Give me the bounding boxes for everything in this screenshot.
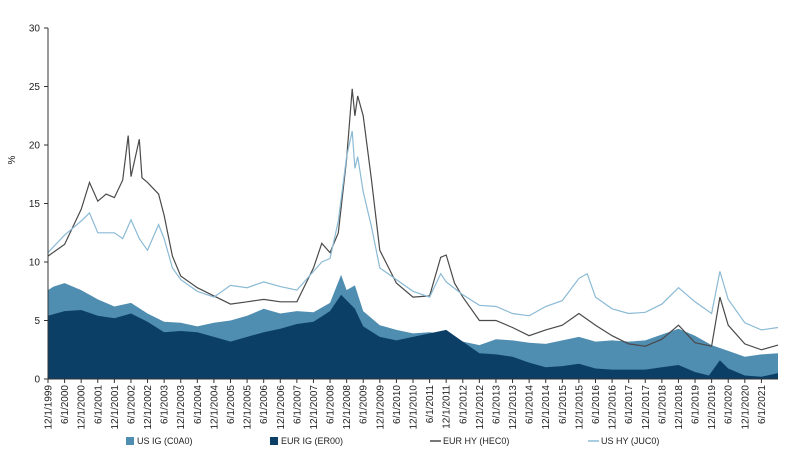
x-tick-label: 12/1/2002 (143, 385, 154, 430)
axes: 0 5 10 15 20 25 30 12/1/1999 6/1/2000 12/1/2000 6/… (29, 24, 778, 430)
legend-swatch (270, 437, 278, 445)
x-tick-label: 12/1/2003 (176, 385, 187, 430)
x-tick-label: 6/1/2016 (591, 385, 602, 424)
x-tick-label: 12/1/2013 (508, 385, 519, 430)
x-tick-label: 12/1/2014 (541, 385, 552, 430)
x-tick-label: 6/1/2002 (127, 385, 138, 424)
y-tick-label: 0 (34, 375, 40, 386)
series-area-eur-ig-er00 (48, 294, 778, 379)
x-tick-label: 6/1/2005 (226, 385, 237, 424)
y-tick-label: 25 (29, 82, 41, 93)
y-tick-label: 10 (29, 258, 41, 269)
x-tick-label: 6/1/2001 (93, 385, 104, 424)
y-tick-label: 15 (29, 199, 41, 210)
x-tick-label: 6/1/2012 (458, 385, 469, 424)
y-tick-label: 20 (29, 141, 41, 152)
x-tick-label: 12/1/2010 (409, 385, 420, 430)
x-tick-label: 6/1/2018 (657, 385, 668, 424)
x-tick-label: 6/1/2004 (193, 385, 204, 424)
x-tick-label: 12/1/2012 (475, 385, 486, 430)
legend-label: EUR IG (ER00) (281, 436, 343, 446)
x-tick-label: 6/1/2008 (326, 385, 337, 424)
x-tick-label: 6/1/2006 (259, 385, 270, 424)
x-tick-label: 12/1/2020 (740, 385, 751, 430)
x-tick-label: 12/1/2004 (209, 385, 220, 430)
x-tick-label: 6/1/2020 (724, 385, 735, 424)
plot-areas (48, 274, 778, 379)
x-tick-label: 6/1/2019 (691, 385, 702, 424)
x-tick-label: 6/1/2015 (558, 385, 569, 424)
y-tick-label: 30 (29, 24, 41, 35)
x-tick-label: 12/1/2000 (77, 385, 88, 430)
x-tick-label: 6/1/2014 (525, 385, 536, 424)
x-tick-label: 6/1/2009 (359, 385, 370, 424)
x-tick-label: 12/1/2001 (110, 385, 121, 430)
plot-lines (47, 88, 779, 351)
legend-label: EUR HY (HEC0) (443, 436, 509, 446)
series-line-us-hy-juc0 (47, 130, 779, 331)
x-tick-label: 12/1/2019 (707, 385, 718, 430)
x-tick-label: 12/1/2006 (276, 385, 287, 430)
y-axis-label: % (7, 155, 18, 164)
legend-label: US IG (C0A0) (137, 436, 193, 446)
legend-swatch (126, 437, 134, 445)
x-tick-label: 12/1/2005 (243, 385, 254, 430)
series-line-eur-hy-hec0 (47, 88, 779, 351)
x-tick-label: 12/1/2009 (375, 385, 386, 430)
x-tick-label: 6/1/2000 (60, 385, 71, 424)
y-tick-label: 5 (34, 316, 40, 327)
x-tick-label: 12/1/1999 (44, 385, 55, 430)
x-tick-label: 12/1/2015 (574, 385, 585, 430)
x-tick-label: 12/1/2018 (674, 385, 685, 430)
x-tick-label: 6/1/2010 (392, 385, 403, 424)
legend-label: US HY (JUC0) (601, 436, 659, 446)
x-tick-label: 6/1/2007 (292, 385, 303, 424)
x-tick-label: 6/1/2013 (492, 385, 503, 424)
x-tick-label: 12/1/2007 (309, 385, 320, 430)
x-tick-label: 12/1/2017 (641, 385, 652, 430)
x-tick-label: 12/1/2016 (608, 385, 619, 430)
x-tick-label: 6/1/2021 (757, 385, 768, 424)
x-tick-label: 6/1/2011 (425, 385, 436, 424)
x-tick-label: 6/1/2017 (624, 385, 635, 424)
x-tick-label: 12/1/2008 (342, 385, 353, 430)
x-tick-label: 6/1/2003 (160, 385, 171, 424)
legend: US IG (C0A0) EUR IG (ER00) EUR HY (HEC0) US… (126, 436, 659, 446)
x-tick-label: 12/1/2011 (442, 385, 453, 429)
